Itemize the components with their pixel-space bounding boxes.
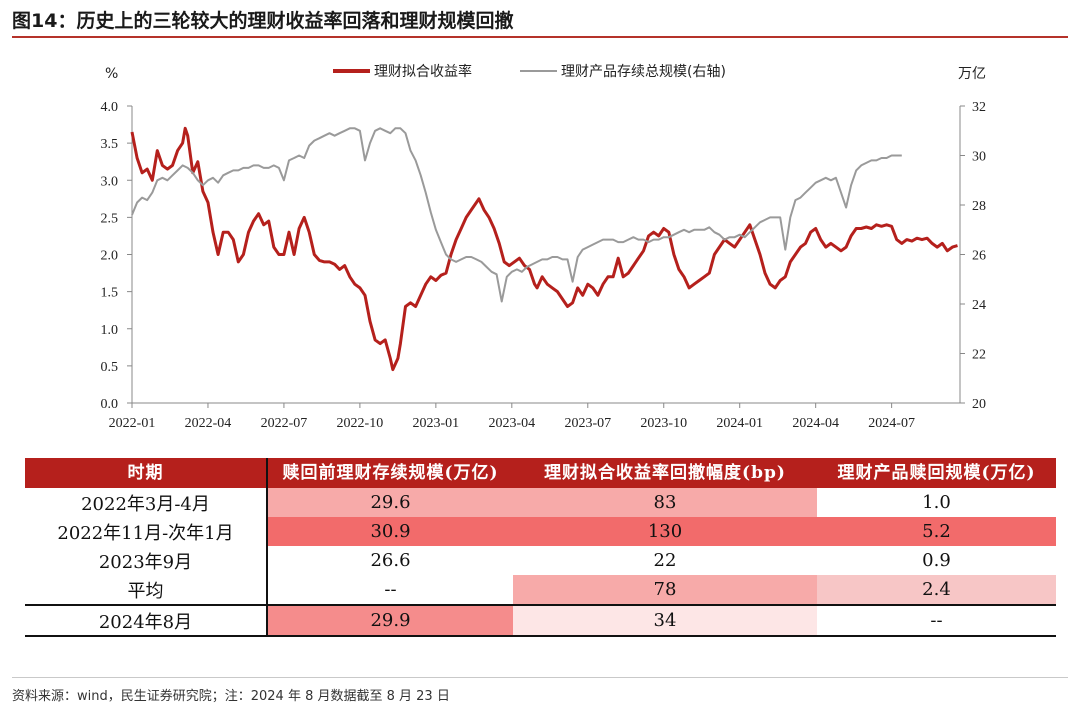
title-divider [12,36,1068,38]
x-tick-label: 2024-04 [792,416,839,431]
right-tick-label: 28 [972,199,986,214]
footer-divider [12,677,1068,678]
line-chart: 0.0 0.5 1.0 1.5 2.0 2.5 3.0 3.5 4.0 20 22 24 26 28 30 3… [101,63,987,431]
table-cell-value: 83 [513,488,817,517]
table-cell-value: 29.9 [267,604,513,637]
series-line-scale [131,127,902,303]
left-tick-label: 2.5 [101,211,119,226]
left-tick-label: 0.5 [101,360,119,375]
chart-series [130,126,958,372]
table-row: 2022年3月-4月 29.6 83 1.0 [25,488,1056,517]
header-period: 时期 [25,458,268,488]
right-axis-unit: 万亿 [958,66,986,82]
legend-label-scale: 理财产品存续总规模(右轴) [561,63,726,80]
table-cell-value: 34 [513,604,817,637]
figure-title: 图14：历史上的三轮较大的理财收益率回落和理财规模回撤 [12,10,514,32]
x-tick-label: 2024-07 [868,416,915,431]
x-tick-label: 2023-01 [413,416,460,431]
redemption-table: 时期 赎回前理财存续规模(万亿) 理财拟合收益率回撤幅度(bp) 理财产品赎回规… [25,458,1056,637]
x-tick-label: 2022-04 [185,416,232,431]
header-redemption-scale: 理财产品赎回规模(万亿) [817,458,1056,488]
header-pre-redemption-scale: 赎回前理财存续规模(万亿) [267,458,513,488]
table-cell-value: -- [817,604,1056,637]
right-tick-label: 30 [972,150,986,165]
left-axis-unit: % [105,66,118,82]
table-cell-value: 0.9 [817,546,1056,575]
left-tick-label: 4.0 [101,100,119,115]
table-cell-value: 22 [513,546,817,575]
x-tick-label: 2022-07 [261,416,308,431]
x-tick-label: 2022-10 [337,416,384,431]
table-cell-value: 5.2 [817,517,1056,546]
header-yield-drawdown: 理财拟合收益率回撤幅度(bp) [513,458,817,488]
right-tick-label: 32 [972,100,986,115]
right-tick-label: 24 [972,298,986,313]
x-tick-label: 2024-01 [716,416,763,431]
table-cell-value: 2.4 [817,575,1056,605]
table-cell-period: 2023年9月 [25,546,268,575]
left-tick-label: 3.5 [101,137,119,152]
table-row: 2023年9月 26.6 22 0.9 [25,546,1056,575]
right-tick-label: 26 [972,249,986,264]
left-tick-label: 1.0 [101,323,119,338]
table-cell-value: 26.6 [267,546,513,575]
right-tick-label: 22 [972,348,986,363]
legend-label-yield: 理财拟合收益率 [374,63,472,80]
x-tick-label: 2023-07 [564,416,611,431]
left-tick-label: 2.0 [101,249,119,264]
x-tick-label: 2022-01 [109,416,156,431]
chart-axes: 0.0 0.5 1.0 1.5 2.0 2.5 3.0 3.5 4.0 20 22 24 26 28 30 3… [101,100,987,431]
x-tick-label: 2023-10 [640,416,687,431]
table-row: 2024年8月 29.9 34 -- [25,604,1056,637]
table-cell-value: 30.9 [267,517,513,546]
table-cell-value: 29.6 [267,488,513,517]
table-cell-value: 78 [513,575,817,605]
left-tick-label: 3.0 [101,174,119,189]
table-cell-period: 平均 [25,575,268,605]
left-tick-label: 0.0 [101,397,119,412]
x-tick-label: 2023-04 [488,416,535,431]
left-tick-label: 1.5 [101,286,119,301]
series-line-yield [130,126,958,372]
table-cell-value: 130 [513,517,817,546]
table-header-row: 时期 赎回前理财存续规模(万亿) 理财拟合收益率回撤幅度(bp) 理财产品赎回规… [25,458,1056,488]
table-cell-value: -- [267,575,513,605]
table-row: 2022年11月-次年1月 30.9 130 5.2 [25,517,1056,546]
table-cell-value: 1.0 [817,488,1056,517]
chart-legend: 理财拟合收益率 理财产品存续总规模(右轴) [333,63,726,80]
table-cell-period: 2024年8月 [25,604,268,637]
source-note: 资料来源：wind，民生证券研究院；注：2024 年 8 月数据截至 8 月 2… [12,689,450,704]
table-cell-period: 2022年11月-次年1月 [25,517,268,546]
right-tick-label: 20 [972,397,986,412]
table-row: 平均 -- 78 2.4 [25,575,1056,605]
table-cell-period: 2022年3月-4月 [25,488,268,517]
